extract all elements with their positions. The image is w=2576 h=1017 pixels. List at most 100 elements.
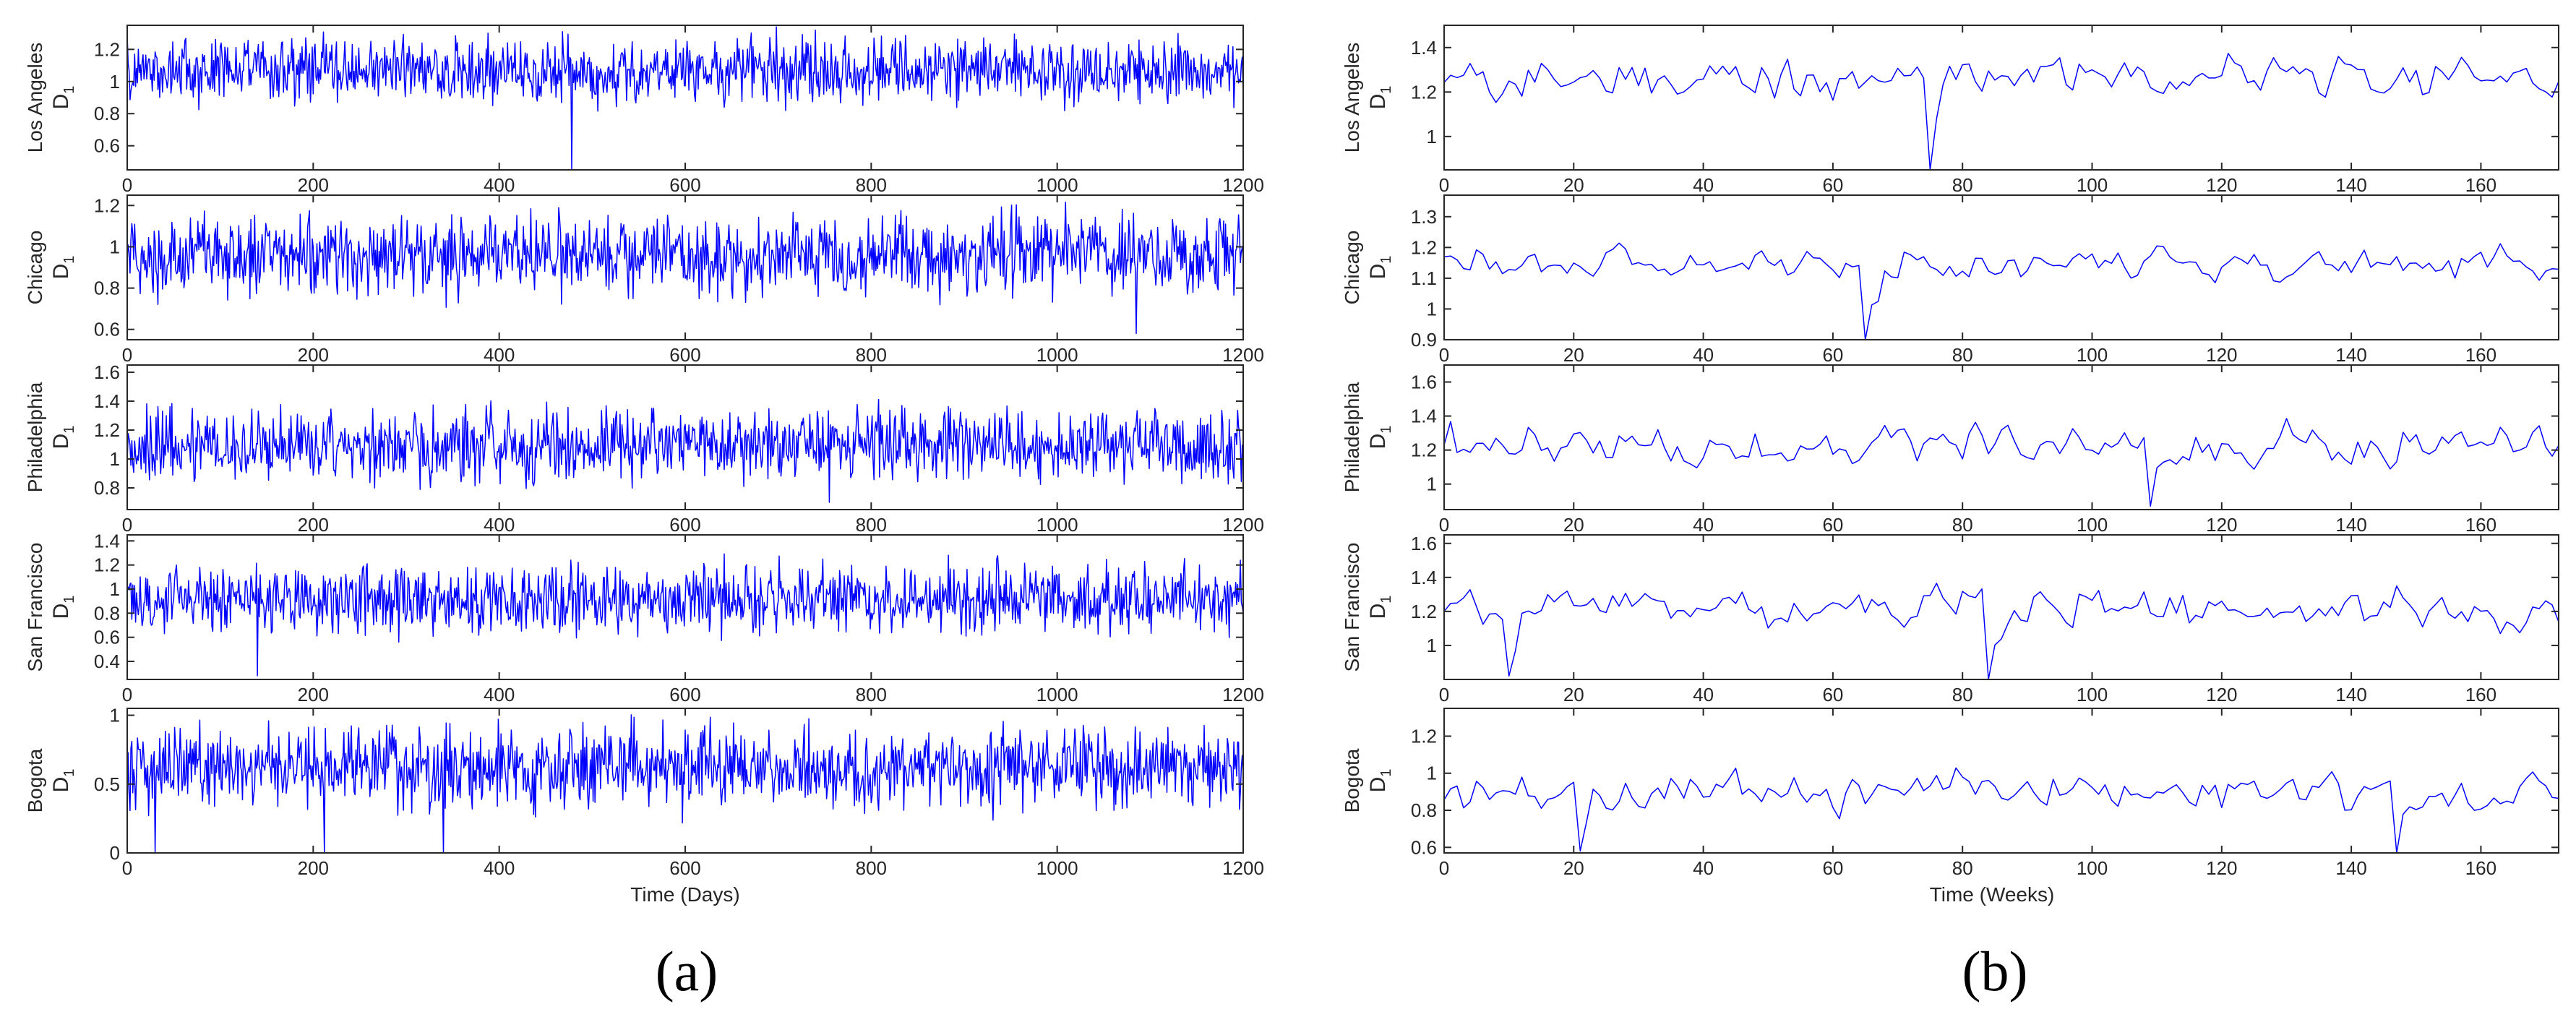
x-tick-label: 600 [669, 684, 700, 705]
x-tick-label: 20 [1563, 174, 1584, 196]
y-tick-label: 0.8 [94, 103, 120, 124]
y-tick-label: 1 [110, 448, 120, 470]
x-tick-label: 140 [2335, 684, 2366, 705]
x-tick-label: 1200 [1222, 514, 1264, 536]
subplot-san-francisco-days: 0 200 400 600 800 1000 12000.40.60.811.21.4San… [24, 530, 1264, 705]
y-tick-label: 1 [1427, 126, 1437, 147]
subplot-los-angeles-days: 0 200 400 600 800 1000 1200 0.6 0.8 1 1.2 Los Angel… [24, 25, 1264, 196]
y-axis-city-label: Bogota [24, 748, 46, 812]
x-tick-label: 200 [298, 514, 329, 536]
x-tick-label: 1200 [1222, 857, 1264, 879]
y-tick-label: 1.2 [1411, 439, 1437, 461]
x-tick-label: 800 [856, 514, 887, 536]
y-tick-label: 0.5 [94, 773, 120, 795]
y-tick-label: 0.8 [1411, 799, 1437, 821]
y-tick-label: 0 [110, 842, 120, 864]
x-tick-label: 200 [298, 684, 329, 705]
x-tick-label: 160 [2465, 174, 2496, 196]
x-tick-label: 20 [1563, 514, 1584, 536]
series-line-philadelphia [126, 398, 1244, 503]
x-tick-label: 40 [1693, 857, 1714, 879]
x-tick-label: 0 [1439, 857, 1449, 879]
x-tick-label: 200 [298, 857, 329, 879]
y-axis-d1-subscript: 1 [61, 596, 77, 604]
y-tick-label: 1.4 [94, 530, 120, 552]
x-tick-label: 800 [856, 174, 887, 196]
y-tick-label: 1.4 [1411, 37, 1437, 59]
x-axis-label-b: Time (Weeks) [1930, 883, 2055, 906]
y-tick-label: 0.8 [94, 278, 120, 299]
x-tick-label: 80 [1952, 514, 1973, 536]
y-tick-label: 0.8 [94, 477, 120, 499]
x-tick-label: 80 [1952, 174, 1973, 196]
panel-label-b: (b) [1962, 940, 2028, 1003]
series-line-san-francisco [126, 553, 1244, 677]
x-tick-label: 200 [298, 174, 329, 196]
y-tick-label: 1.2 [94, 419, 120, 441]
x-tick-label: 80 [1952, 684, 1973, 705]
x-tick-label: 140 [2335, 857, 2366, 879]
x-tick-label: 400 [484, 174, 515, 196]
x-tick-label: 160 [2465, 857, 2496, 879]
y-tick-label: 0.8 [94, 602, 120, 624]
x-tick-label: 0 [1439, 684, 1449, 705]
x-tick-label: 60 [1822, 344, 1843, 366]
x-tick-label: 1000 [1036, 174, 1078, 196]
y-tick-label: 1 [110, 236, 120, 257]
y-axis-d1-label: D1 [49, 769, 77, 793]
x-tick-label: 400 [484, 857, 515, 879]
y-axis-d1-subscript: 1 [61, 426, 77, 434]
y-axis-d1-label: D1 [49, 426, 77, 450]
y-axis-d1-label: D1 [49, 86, 77, 110]
y-tick-label: 1.2 [94, 38, 120, 60]
y-tick-label: 1 [1427, 473, 1437, 495]
y-axis-d1-subscript: 1 [1378, 596, 1394, 604]
x-tick-label: 20 [1563, 857, 1584, 879]
y-tick-label: 1 [1427, 763, 1437, 784]
x-tick-label: 160 [2465, 344, 2496, 366]
x-tick-label: 100 [2077, 174, 2108, 196]
y-axis-d1-label: D1 [1366, 596, 1394, 619]
x-tick-label: 1200 [1222, 684, 1264, 705]
y-tick-label: 1.4 [94, 390, 120, 412]
axes-frame [126, 364, 1244, 510]
axes-frame [1443, 25, 2559, 171]
y-axis-city-label: Los Angeles [24, 43, 46, 153]
y-tick-label: 1 [1427, 635, 1437, 656]
x-tick-label: 160 [2465, 514, 2496, 536]
x-tick-label: 200 [298, 344, 329, 366]
x-tick-label: 400 [484, 344, 515, 366]
series-line-los-angeles [1443, 53, 2559, 171]
series-line-philadelphia [1443, 418, 2559, 507]
subplot-bogota-weeks: 0 20 40 60 80 100 120 140 160 0.6 0.8 1 1.2 Bogota D1 [1341, 708, 2559, 879]
y-tick-label: 1.6 [1411, 533, 1437, 554]
subplot-los-angeles-weeks: 0 20 40 60 80 100 120 140 160 1 1.2 1.4 Los Angeles D… [1341, 25, 2559, 196]
x-tick-label: 60 [1822, 174, 1843, 196]
y-tick-label: 1.2 [94, 554, 120, 576]
axes-frame [1443, 364, 2559, 510]
x-tick-label: 100 [2077, 684, 2108, 705]
x-tick-label: 80 [1952, 344, 1973, 366]
y-tick-label: 1.6 [1411, 372, 1437, 393]
y-tick-label: 0.6 [94, 135, 120, 157]
y-axis-d1-label: D1 [1366, 86, 1394, 110]
x-tick-label: 20 [1563, 344, 1584, 366]
subplot-chicago-weeks: 0 20 40 60 80 100 120 140 160 0.9 1 1.1 1.2 1.3 Chicag… [1341, 194, 2559, 366]
x-tick-label: 40 [1693, 684, 1714, 705]
x-tick-label: 600 [669, 174, 700, 196]
axes-frame [1443, 194, 2559, 340]
subplot-philadelphia-days: 0 200 400 600 800 1000 1200 0.8 1 1.2 1.4 1.6 Philad… [24, 361, 1264, 536]
y-axis-d1-subscript: 1 [1378, 256, 1394, 264]
y-axis-d1-subscript: 1 [1378, 86, 1394, 94]
x-tick-label: 0 [122, 684, 132, 705]
x-tick-label: 60 [1822, 857, 1843, 879]
y-tick-label: 1 [110, 71, 120, 93]
x-tick-label: 0 [1439, 174, 1449, 196]
x-tick-label: 0 [122, 514, 132, 536]
y-axis-d1-label: D1 [49, 256, 77, 280]
y-tick-label: 1.2 [1411, 725, 1437, 747]
y-axis-d1-subscript: 1 [1378, 769, 1394, 777]
